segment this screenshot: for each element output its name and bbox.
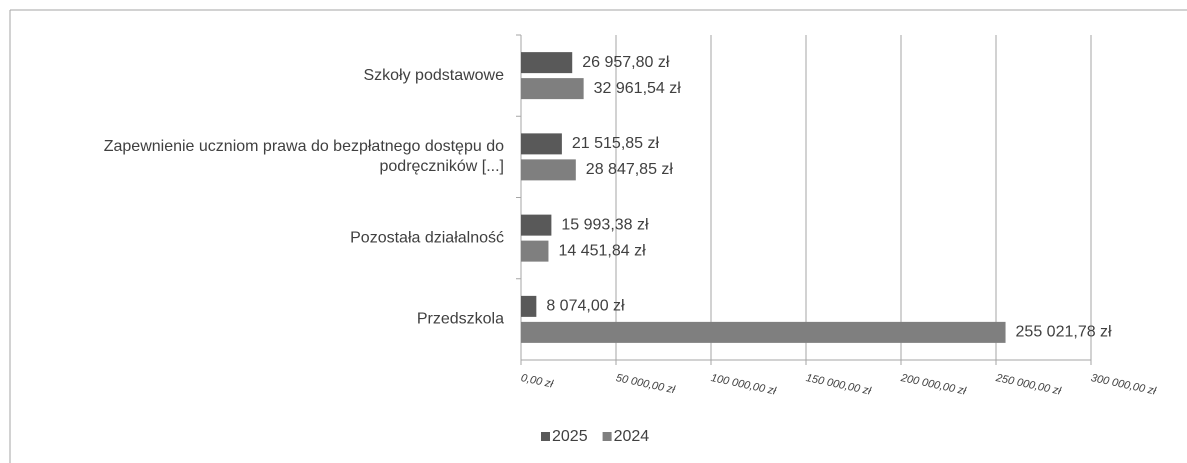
bar [521,159,576,181]
bar [521,240,549,262]
bar [521,133,562,155]
bar [521,295,537,317]
x-tick-label: 100 000,00 zł [710,372,778,398]
x-tick-label: 250 000,00 zł [994,372,1063,398]
x-tick-label: 200 000,00 zł [899,372,968,398]
bar [521,52,573,74]
legend-swatch [541,432,550,441]
x-tick-label: 50 000,00 zł [615,372,677,396]
value-label: 26 957,80 zł [582,54,670,71]
value-label: 8 074,00 zł [546,298,625,315]
x-tick-label: 0,00 zł [520,372,555,391]
legend-swatch [602,432,612,441]
bar [521,214,552,236]
value-label: 15 993,38 zł [561,216,649,233]
y-tick-label: Szkoły podstawowe [363,67,504,84]
y-tick-label: Zapewnienie uczniom prawa do bezpłatnego… [104,138,504,175]
y-tick-label: Przedszkola [417,311,504,328]
value-label: 21 515,85 zł [572,135,660,152]
legend-label: 2024 [614,428,650,445]
value-label: 28 847,85 zł [586,161,674,178]
bar [521,78,584,100]
value-label: 14 451,84 zł [558,242,646,259]
value-label: 32 961,54 zł [594,80,682,97]
bar [521,321,1006,343]
x-tick-label: 150 000,00 zł [805,372,873,398]
legend-label: 2025 [552,428,588,445]
value-label: 255 021,78 zł [1016,324,1113,341]
x-tick-label: 300 000,00 zł [1090,372,1158,398]
y-tick-label: Pozostała działalność [350,229,504,246]
